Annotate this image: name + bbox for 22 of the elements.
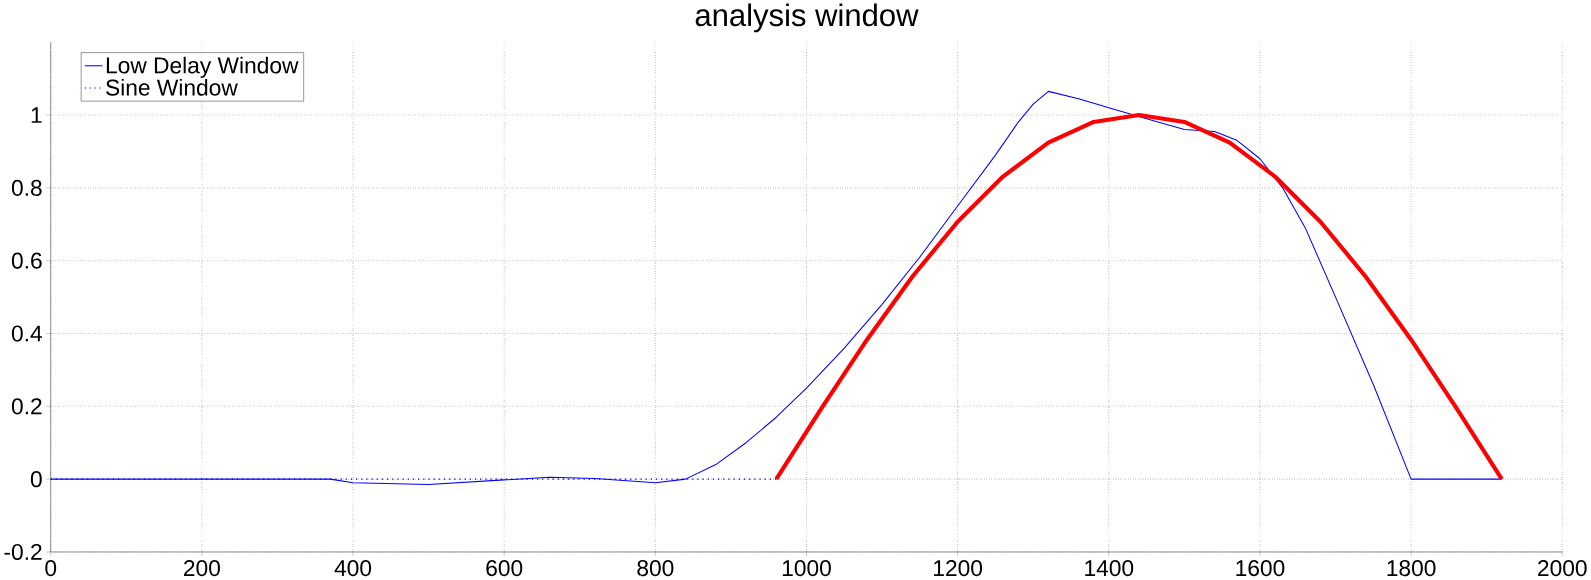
x-tick-label: 0	[45, 560, 57, 577]
line-series	[774, 113, 1504, 482]
y-tick-label: 0	[30, 471, 42, 488]
x-tick-label: 200	[184, 560, 220, 577]
x-tick-label: 600	[486, 560, 523, 577]
x-tick-label: 400	[334, 560, 372, 577]
legend-label: Sine Window	[106, 79, 238, 96]
legend-label: Low Delay Window	[106, 56, 299, 79]
y-tick-label: 0.8	[11, 180, 42, 197]
x-tick-label: 1200	[934, 560, 983, 577]
y-tick-label: 0.2	[11, 398, 42, 415]
y-tick-label: 1	[31, 107, 42, 124]
y-tick-label: -0.2	[4, 544, 42, 561]
x-tick-label: 1400	[1085, 560, 1134, 577]
x-tick-label: 1800	[1387, 560, 1436, 577]
chart-title: analysis window	[695, 3, 919, 33]
x-tick-label: 800	[637, 560, 674, 577]
x-tick-label: 2000	[1538, 560, 1587, 577]
y-tick-label: 0.4	[11, 325, 42, 342]
x-tick-label: 1600	[1236, 560, 1285, 577]
y-tick-label: 0.6	[11, 252, 42, 269]
x-tick-label: 1000	[782, 560, 831, 577]
